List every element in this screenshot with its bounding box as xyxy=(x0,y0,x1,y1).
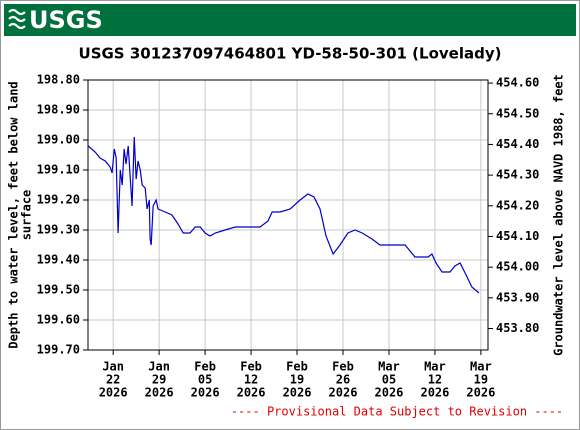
header-band xyxy=(4,4,576,36)
y-tick-label: 199.50 xyxy=(37,283,80,297)
y-tick-label: 199.00 xyxy=(37,133,80,147)
provisional-note: ---- Provisional Data Subject to Revisio… xyxy=(231,405,563,419)
logo-waves xyxy=(8,8,26,30)
x-tick-label: Feb xyxy=(240,360,262,374)
y-tick-label: 198.80 xyxy=(37,73,80,87)
y-tick-label: 199.20 xyxy=(37,193,80,207)
x-tick-label: Feb xyxy=(194,360,216,374)
x-tick-label: Mar xyxy=(378,360,400,374)
x-tick-label: 2026 xyxy=(375,386,404,400)
y-tick-label: 199.10 xyxy=(37,163,80,177)
y2-tick-label: 454.10 xyxy=(496,229,539,243)
x-tick-label: Feb xyxy=(286,360,308,374)
y2-tick-label: 454.00 xyxy=(496,260,539,274)
y2-tick-label: 454.40 xyxy=(496,137,539,151)
x-tick-label: 05 xyxy=(198,373,212,387)
plot-frame xyxy=(87,79,489,351)
y2-tick-label: 454.30 xyxy=(496,168,539,182)
x-tick-label: 2026 xyxy=(145,386,174,400)
x-tick-label: 2026 xyxy=(329,386,358,400)
y-tick-label: 199.70 xyxy=(37,343,80,357)
x-tick-label: 05 xyxy=(382,373,396,387)
x-tick-label: 19 xyxy=(474,373,488,387)
y2-axis-label: Groundwater level above NAVD 1988, feet xyxy=(552,74,566,356)
y-tick-label: 198.90 xyxy=(37,103,80,117)
x-tick-label: Jan xyxy=(102,360,124,374)
y-axis-label: Depth to water level, feet below land xyxy=(7,81,21,348)
x-tick-label: 2026 xyxy=(191,386,220,400)
y2-tick-label: 454.60 xyxy=(496,76,539,90)
x-tick-label: 12 xyxy=(428,373,442,387)
logo-text: USGS xyxy=(29,6,103,34)
y2-tick-label: 454.20 xyxy=(496,198,539,212)
x-tick-label: 22 xyxy=(106,373,120,387)
x-tick-label: Mar xyxy=(424,360,446,374)
data-line xyxy=(87,136,480,294)
y-tick-label: 199.40 xyxy=(37,253,80,267)
x-tick-label: Mar xyxy=(470,360,492,374)
y-axis-label: surface xyxy=(20,190,34,241)
x-tick-label: 19 xyxy=(290,373,304,387)
y2-tick-label: 453.90 xyxy=(496,290,539,304)
x-tick-label: Feb xyxy=(332,360,354,374)
y2-tick-label: 454.50 xyxy=(496,106,539,120)
x-tick-label: 12 xyxy=(244,373,258,387)
x-tick-label: Jan xyxy=(148,360,170,374)
x-tick-label: 2026 xyxy=(283,386,312,400)
y-tick-label: 199.60 xyxy=(37,313,80,327)
x-tick-label: 2026 xyxy=(420,386,449,400)
x-tick-label: 26 xyxy=(336,373,350,387)
x-tick-label: 2026 xyxy=(99,386,128,400)
y-tick-label: 199.30 xyxy=(37,223,80,237)
chart-title: USGS 301237097464801 YD-58-50-301 (Lovel… xyxy=(79,45,502,63)
x-tick-label: 2026 xyxy=(466,386,495,400)
x-tick-label: 2026 xyxy=(237,386,266,400)
x-tick-label: 29 xyxy=(152,373,166,387)
y2-tick-label: 453.80 xyxy=(496,321,539,335)
